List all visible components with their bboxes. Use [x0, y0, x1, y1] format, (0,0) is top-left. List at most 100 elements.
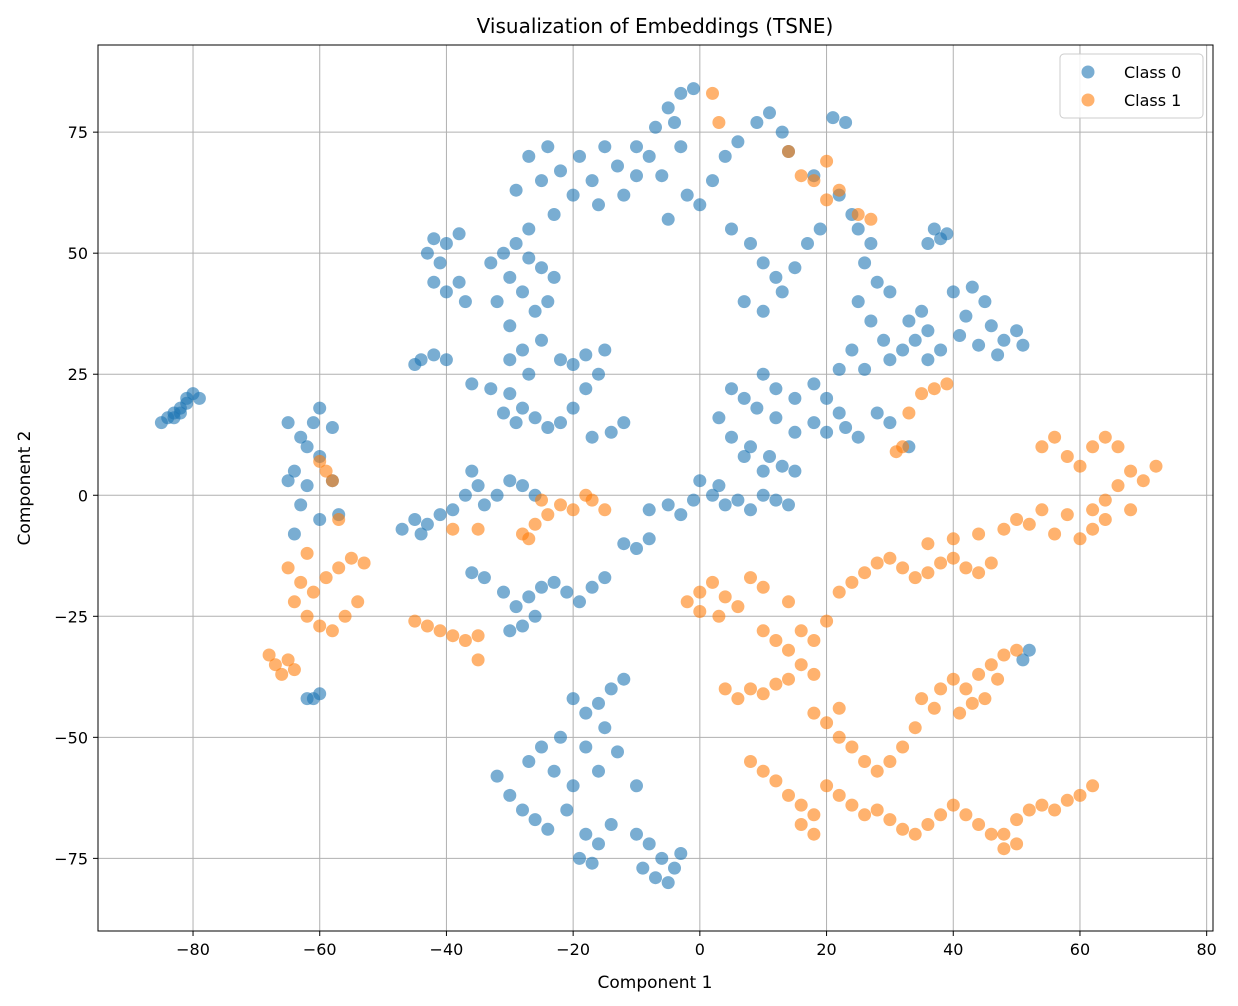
point-class-0	[433, 256, 447, 270]
point-class-0	[1016, 338, 1030, 352]
point-class-0	[775, 125, 789, 139]
point-class-1	[794, 798, 808, 812]
point-class-0	[934, 343, 948, 357]
point-class-0	[541, 822, 555, 836]
point-class-1	[820, 779, 834, 793]
point-class-0	[744, 503, 757, 517]
point-class-1	[1048, 803, 1062, 817]
legend-label-class-0: Class 0	[1124, 63, 1181, 82]
point-class-0	[547, 764, 561, 778]
point-class-1	[845, 740, 859, 754]
point-class-0	[611, 159, 624, 173]
point-class-1	[794, 624, 808, 638]
point-class-1	[458, 634, 472, 647]
point-class-0	[509, 183, 523, 197]
point-class-0	[959, 309, 973, 323]
point-class-1	[731, 600, 745, 614]
point-class-0	[693, 474, 707, 488]
point-class-0	[395, 522, 409, 536]
point-class-1	[756, 624, 770, 638]
point-class-0	[522, 755, 536, 768]
point-class-0	[592, 764, 605, 778]
point-class-1	[262, 648, 276, 662]
point-class-0	[516, 803, 529, 817]
point-class-0	[883, 285, 897, 299]
point-class-0	[592, 837, 605, 851]
point-class-0	[509, 416, 523, 430]
point-class-0	[522, 367, 536, 381]
point-class-0	[604, 818, 618, 831]
point-class-0	[516, 285, 529, 299]
point-class-0	[573, 595, 586, 609]
point-class-0	[313, 687, 327, 701]
point-class-0	[598, 343, 612, 357]
point-class-1	[541, 508, 555, 522]
point-class-0	[516, 619, 529, 633]
point-class-0	[604, 682, 618, 696]
point-class-1	[446, 629, 460, 643]
point-class-0	[832, 406, 846, 420]
point-class-0	[566, 401, 580, 415]
point-class-1	[287, 595, 301, 609]
point-class-0	[769, 493, 783, 507]
point-class-1	[1149, 459, 1163, 473]
point-class-0	[851, 430, 865, 444]
point-class-1	[794, 169, 808, 183]
y-axis-title: Component 2	[15, 431, 35, 546]
point-class-0	[287, 464, 301, 478]
point-class-1	[946, 798, 960, 812]
y-tick-label: 50	[68, 244, 88, 263]
point-class-1	[965, 696, 979, 710]
point-class-1	[1111, 440, 1125, 454]
point-class-1	[693, 605, 707, 618]
point-class-1	[959, 808, 973, 822]
point-class-0	[801, 237, 814, 250]
point-class-0	[554, 730, 567, 744]
point-class-0	[547, 575, 561, 589]
point-class-1	[712, 116, 726, 129]
point-class-0	[554, 353, 567, 367]
point-class-1	[1124, 503, 1138, 517]
y-tick-label: −75	[54, 849, 88, 868]
point-class-0	[921, 237, 935, 250]
point-class-0	[680, 188, 694, 202]
point-class-1	[997, 648, 1011, 662]
point-class-0	[439, 237, 453, 250]
point-class-1	[313, 454, 327, 468]
point-class-1	[325, 474, 339, 488]
point-class-0	[744, 237, 757, 250]
point-class-0	[731, 135, 745, 149]
point-class-0	[668, 116, 681, 129]
point-class-1	[896, 440, 910, 454]
point-class-1	[896, 822, 910, 836]
point-class-0	[420, 246, 434, 260]
point-class-1	[680, 595, 694, 609]
point-class-1	[940, 377, 954, 391]
point-class-1	[566, 503, 580, 517]
point-class-0	[813, 222, 827, 236]
point-class-0	[465, 464, 479, 478]
point-class-0	[180, 396, 194, 410]
point-class-0	[427, 348, 441, 362]
point-class-0	[592, 696, 605, 710]
point-class-1	[744, 682, 757, 696]
point-class-0	[585, 430, 599, 444]
point-class-1	[1010, 643, 1024, 657]
point-class-0	[592, 367, 605, 381]
point-class-1	[883, 813, 897, 827]
point-class-0	[756, 256, 770, 270]
point-class-0	[579, 827, 593, 841]
point-class-1	[1073, 788, 1087, 802]
point-class-0	[516, 479, 529, 493]
point-class-0	[560, 803, 574, 817]
point-class-0	[1010, 324, 1024, 338]
point-class-1	[338, 609, 352, 623]
point-class-0	[712, 411, 726, 425]
point-class-1	[883, 755, 897, 768]
point-class-0	[541, 421, 555, 434]
point-class-0	[883, 353, 897, 367]
point-class-0	[452, 275, 466, 289]
point-class-0	[630, 779, 643, 793]
point-class-0	[820, 391, 834, 405]
point-class-0	[940, 227, 954, 241]
